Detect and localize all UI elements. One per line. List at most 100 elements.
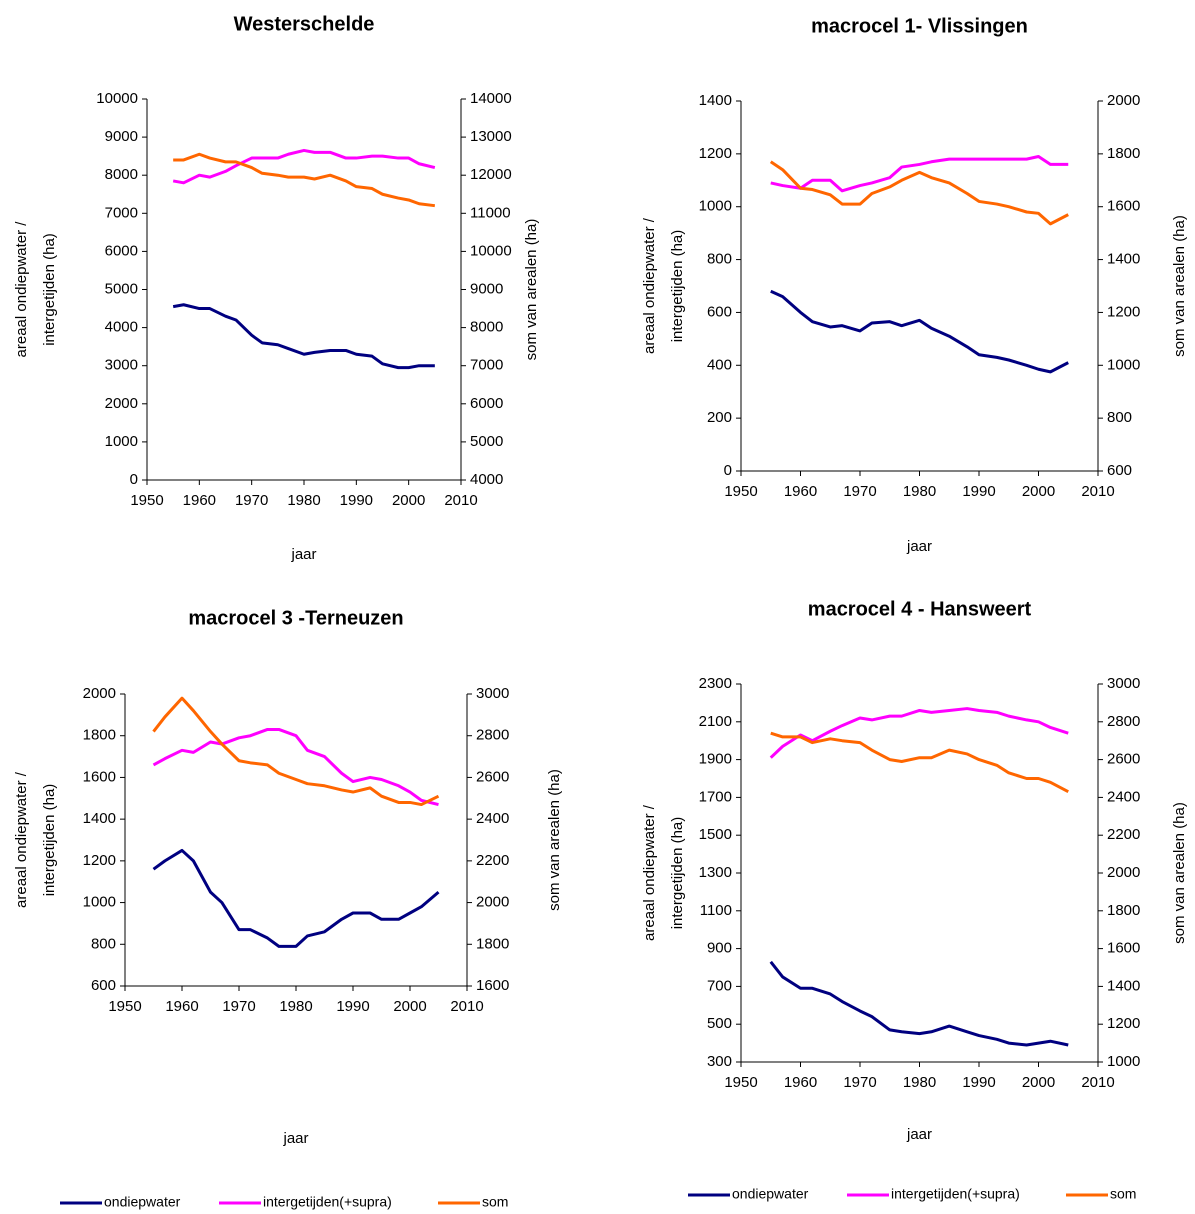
y2-tick-label: 600 [1107, 462, 1132, 479]
series-line [769, 960, 1069, 1047]
x-axis-label: jaar [906, 538, 932, 555]
series-line [769, 160, 1069, 226]
x-tick-label: 1960 [183, 492, 216, 509]
y2-tick-label: 1800 [1107, 902, 1140, 919]
x-tick-label: 1950 [130, 492, 163, 509]
y2-tick-label: 1200 [1107, 303, 1140, 320]
x-tick-label: 1970 [222, 998, 255, 1015]
y-tick-label: 1800 [83, 727, 116, 744]
legend-label: ondiepwater [732, 1186, 809, 1202]
y-tick-label: 1200 [699, 145, 732, 162]
y-tick-label: 6000 [105, 242, 138, 259]
legend-label: som [1110, 1186, 1136, 1202]
y-tick-label: 1900 [699, 751, 732, 768]
y-axis-label: intergetijden (ha) [669, 230, 686, 343]
y-tick-label: 2100 [699, 713, 732, 730]
x-tick-label: 1950 [724, 1074, 757, 1091]
y-tick-label: 200 [707, 409, 732, 426]
y-tick-label: 2000 [105, 395, 138, 412]
y-tick-label: 1000 [83, 894, 116, 911]
series-line [769, 707, 1069, 759]
y-axis-label: areaal ondiepwater / [13, 221, 30, 358]
y2-tick-label: 2000 [1107, 92, 1140, 109]
y-tick-label: 2300 [699, 675, 732, 692]
y2-tick-label: 13000 [470, 128, 512, 145]
legend: ondiepwater intergetijden(+supra) som [60, 1194, 508, 1210]
legend-label: ondiepwater [104, 1194, 181, 1210]
chart-panel: macrocel 4 - Hansweert jaar areaal ondiepw… [641, 598, 1188, 1143]
y2-tick-label: 3000 [1107, 675, 1140, 692]
y-tick-label: 8000 [105, 166, 138, 183]
chart-title: macrocel 1- Vlissingen [811, 15, 1028, 37]
x-tick-label: 1980 [287, 492, 320, 509]
x-tick-label: 2010 [444, 492, 477, 509]
y2-tick-label: 1000 [1107, 1053, 1140, 1070]
y2-tick-label: 2000 [476, 894, 509, 911]
y-tick-label: 600 [707, 303, 732, 320]
y2-tick-label: 800 [1107, 409, 1132, 426]
y2-axis-label: som van arealen (ha) [1171, 215, 1188, 357]
y-tick-label: 1200 [83, 852, 116, 869]
x-tick-label: 1980 [279, 998, 312, 1015]
y2-tick-label: 2800 [476, 727, 509, 744]
y2-tick-label: 1600 [1107, 198, 1140, 215]
x-tick-label: 1990 [336, 998, 369, 1015]
y-tick-label: 0 [724, 462, 732, 479]
x-tick-label: 1980 [903, 1074, 936, 1091]
y2-tick-label: 2600 [476, 768, 509, 785]
y2-tick-label: 2000 [1107, 864, 1140, 881]
legend-label: intergetijden(+supra) [891, 1186, 1020, 1202]
y2-tick-label: 2200 [476, 852, 509, 869]
y2-tick-label: 10000 [470, 242, 512, 259]
y-axis-label: intergetijden (ha) [41, 784, 58, 897]
y-axis-label: areaal ondiepwater / [641, 217, 658, 354]
y-tick-label: 1000 [105, 433, 138, 450]
y2-tick-label: 5000 [470, 433, 503, 450]
y-tick-label: 2000 [83, 685, 116, 702]
y-axis-label: intergetijden (ha) [669, 817, 686, 930]
y2-tick-label: 1400 [1107, 251, 1140, 268]
y-tick-label: 9000 [105, 128, 138, 145]
x-tick-label: 2000 [1022, 1074, 1055, 1091]
y-tick-label: 1700 [699, 788, 732, 805]
chart-panel: Westerschelde jaar areaal ondiepwater / int… [13, 13, 540, 563]
series-line [172, 303, 435, 370]
series-line [173, 152, 436, 208]
chart-panel: macrocel 1- Vlissingen jaar areaal ondiepw… [641, 15, 1188, 555]
y-tick-label: 400 [707, 356, 732, 373]
y-tick-label: 3000 [105, 357, 138, 374]
y-tick-label: 1300 [699, 864, 732, 881]
x-tick-label: 1990 [340, 492, 373, 509]
y2-tick-label: 6000 [470, 395, 503, 412]
y-tick-label: 500 [707, 1015, 732, 1032]
y-tick-label: 1100 [700, 902, 732, 919]
y2-tick-label: 12000 [470, 166, 512, 183]
y2-tick-label: 1200 [1107, 1015, 1140, 1032]
x-tick-label: 1960 [784, 1074, 817, 1091]
x-tick-label: 2000 [392, 492, 425, 509]
y-tick-label: 1400 [83, 810, 116, 827]
legend-label: som [482, 1194, 508, 1210]
x-axis-label: jaar [906, 1126, 932, 1143]
y2-tick-label: 4000 [470, 471, 503, 488]
y-tick-label: 700 [707, 977, 732, 994]
y2-tick-label: 11000 [470, 204, 511, 221]
legend: ondiepwater intergetijden(+supra) som [688, 1186, 1136, 1202]
y2-tick-label: 1000 [1107, 356, 1140, 373]
y-tick-label: 1500 [699, 826, 732, 843]
series-line [770, 289, 1069, 374]
y2-tick-label: 1800 [1107, 145, 1140, 162]
y-axis-label: areaal ondiepwater / [641, 804, 658, 941]
x-tick-label: 1990 [962, 1074, 995, 1091]
series-line [152, 848, 440, 948]
y2-tick-label: 1800 [476, 935, 509, 952]
y2-tick-label: 9000 [470, 280, 503, 297]
x-axis-label: jaar [290, 546, 316, 563]
series-line [152, 696, 440, 807]
series-line [770, 155, 1069, 193]
x-tick-label: 1980 [903, 483, 936, 500]
y-tick-label: 300 [707, 1053, 732, 1070]
x-tick-label: 1950 [108, 998, 141, 1015]
y-tick-label: 5000 [105, 280, 138, 297]
y-tick-label: 0 [130, 471, 138, 488]
